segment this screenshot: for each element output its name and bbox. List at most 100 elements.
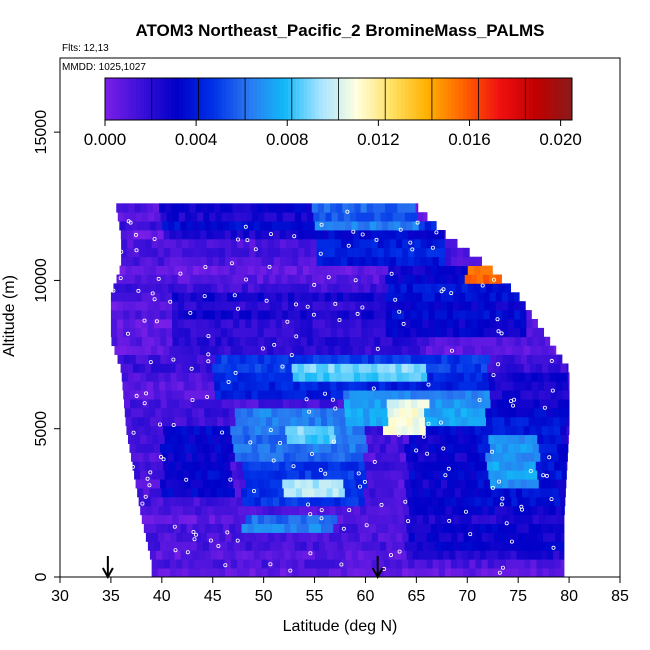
- heatmap-cell: [171, 381, 178, 391]
- heatmap-cell: [442, 407, 449, 418]
- heatmap-cell: [512, 505, 520, 516]
- heatmap-cell: [500, 532, 507, 542]
- heatmap-cell: [119, 265, 127, 275]
- heatmap-cell: [204, 416, 212, 427]
- heatmap-cell: [270, 212, 278, 222]
- heatmap-cell: [477, 443, 485, 453]
- heatmap-cell: [543, 470, 550, 480]
- heatmap-cell: [422, 390, 430, 400]
- heatmap-cell: [217, 550, 224, 560]
- heatmap-cell: [151, 247, 159, 258]
- track-point: [193, 532, 198, 537]
- heatmap-cell: [399, 488, 407, 498]
- heatmap-cell: [430, 221, 437, 231]
- heatmap-cell: [233, 514, 240, 525]
- heatmap-cell: [216, 452, 224, 462]
- heatmap-cell: [295, 452, 303, 462]
- track-point: [500, 565, 505, 570]
- colorbar-segment: [229, 78, 234, 120]
- heatmap-cell: [378, 532, 385, 542]
- heatmap-cell: [278, 265, 285, 275]
- heatmap-cell: [557, 541, 564, 551]
- heatmap-cell: [211, 416, 218, 427]
- colorbar-segment: [151, 78, 157, 120]
- heatmap-cell: [502, 514, 509, 525]
- heatmap-cell: [257, 541, 265, 551]
- heatmap-cell: [360, 470, 367, 480]
- heatmap-cell: [339, 283, 346, 293]
- heatmap-cell: [474, 363, 482, 373]
- heatmap-cell: [344, 488, 352, 498]
- heatmap-cell: [356, 407, 364, 418]
- heatmap-cell: [429, 336, 436, 347]
- heatmap-cell: [237, 559, 244, 569]
- heatmap-cell: [301, 399, 308, 409]
- heatmap-cell: [261, 247, 269, 258]
- heatmap-cell: [401, 461, 408, 471]
- heatmap-cell: [218, 345, 225, 355]
- heatmap-cell: [544, 479, 552, 489]
- heatmap-cell: [359, 532, 367, 542]
- heatmap-cell: [321, 461, 329, 471]
- heatmap-cell: [296, 416, 304, 427]
- heatmap-cell: [413, 363, 421, 373]
- heatmap-cell: [477, 318, 484, 329]
- x-axis-label: Latitude (deg N): [283, 618, 398, 635]
- heatmap-cell: [472, 399, 479, 409]
- heatmap-cell: [560, 461, 567, 471]
- heatmap-cell: [218, 496, 225, 507]
- colorbar-tick-label: 0.008: [266, 130, 309, 149]
- heatmap-cell: [233, 318, 240, 329]
- heatmap-cell: [262, 203, 270, 213]
- heatmap-cell: [377, 363, 384, 373]
- heatmap-cell: [357, 550, 365, 560]
- heatmap-cell: [170, 470, 178, 480]
- heatmap-cell: [387, 452, 395, 462]
- heatmap-cell: [351, 221, 358, 231]
- heatmap-cell: [398, 336, 406, 347]
- heatmap-cell: [275, 301, 283, 311]
- heatmap-cell: [252, 212, 259, 222]
- heatmap-cell: [208, 301, 216, 311]
- heatmap-cell: [390, 434, 398, 444]
- heatmap-cell: [226, 318, 234, 329]
- heatmap-cell: [393, 452, 401, 462]
- heatmap-cell: [416, 336, 424, 347]
- heatmap-cell: [304, 238, 311, 249]
- colorbar-segment: [202, 78, 207, 120]
- heatmap-cell: [342, 203, 349, 213]
- heatmap-cell: [341, 238, 348, 249]
- heatmap-cell: [564, 452, 568, 462]
- heatmap-cell: [351, 265, 359, 275]
- heatmap-cell: [227, 443, 234, 453]
- heatmap-cell: [327, 283, 334, 293]
- heatmap-cell: [279, 247, 287, 258]
- heatmap-cell: [431, 496, 439, 507]
- heatmap-cell: [432, 532, 440, 542]
- heatmap-cell: [503, 488, 511, 498]
- heatmap-cell: [173, 452, 181, 462]
- heatmap-cell: [444, 568, 452, 578]
- heatmap-cell: [371, 345, 378, 355]
- heatmap-cell: [450, 568, 458, 578]
- heatmap-cell: [314, 407, 321, 418]
- heatmap-cell: [124, 399, 131, 409]
- track-point: [191, 530, 196, 535]
- heatmap-cell: [310, 230, 317, 240]
- heatmap-cell: [493, 568, 501, 578]
- heatmap-cell: [158, 434, 166, 444]
- heatmap-cell: [201, 372, 208, 382]
- heatmap-cell: [221, 354, 228, 364]
- colorbar-segment: [299, 78, 304, 120]
- heatmap-cell: [169, 345, 176, 355]
- heatmap-cell: [413, 496, 421, 507]
- heatmap-cell: [406, 416, 414, 427]
- track-point: [206, 334, 211, 339]
- heatmap-cell: [205, 425, 213, 436]
- heatmap-cell: [514, 327, 521, 338]
- heatmap-cell: [228, 488, 236, 498]
- heatmap-cell: [481, 345, 488, 355]
- heatmap-cell: [202, 479, 210, 489]
- heatmap-cell: [355, 443, 363, 453]
- heatmap-cell: [180, 523, 187, 533]
